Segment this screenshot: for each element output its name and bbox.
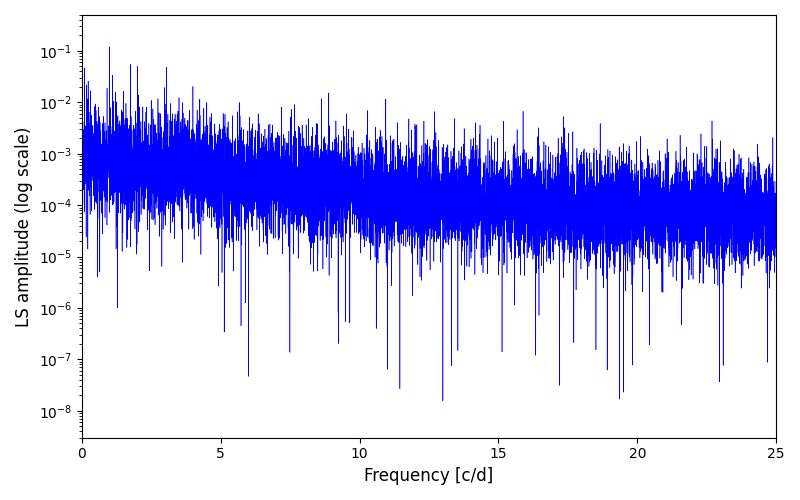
- Y-axis label: LS amplitude (log scale): LS amplitude (log scale): [15, 126, 33, 326]
- X-axis label: Frequency [c/d]: Frequency [c/d]: [364, 467, 494, 485]
